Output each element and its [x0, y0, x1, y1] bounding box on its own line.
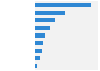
Bar [35, 18, 55, 22]
Bar [35, 56, 40, 60]
Bar [35, 3, 91, 7]
Bar [35, 26, 50, 30]
Bar [35, 49, 42, 53]
Bar [35, 11, 65, 15]
Bar [35, 41, 43, 45]
Bar [35, 64, 37, 68]
Bar [35, 33, 45, 38]
